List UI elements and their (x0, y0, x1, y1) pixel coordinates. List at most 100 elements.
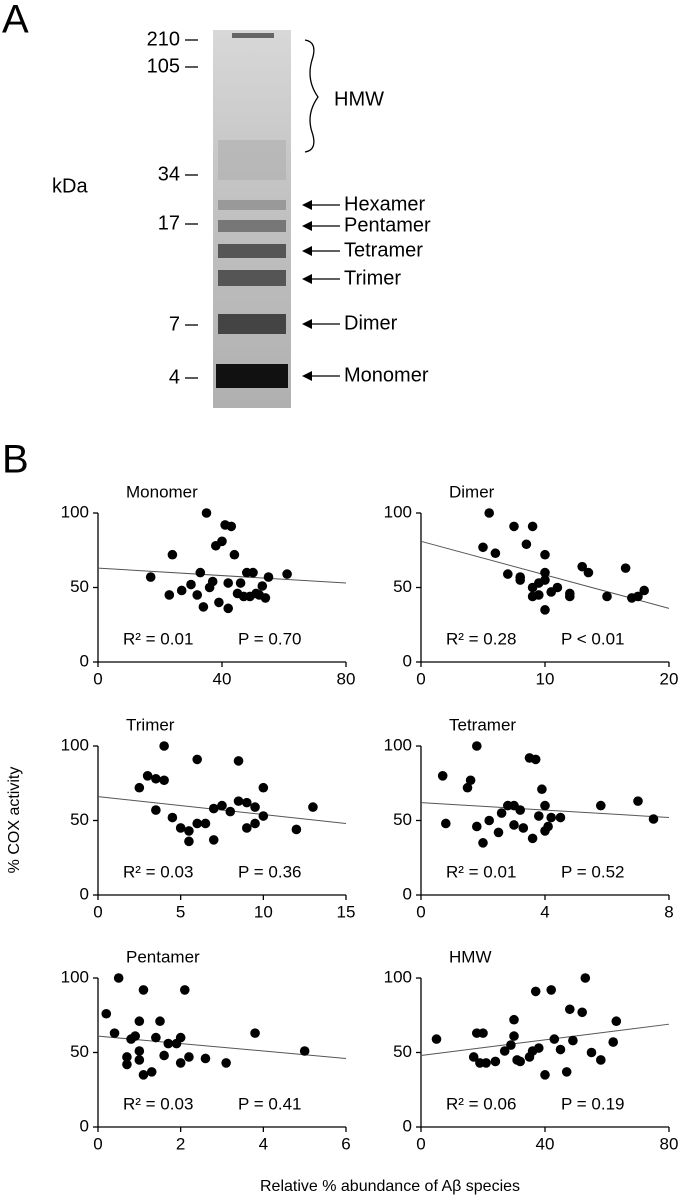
x-tick-label: 0 (416, 1134, 425, 1153)
marker-label: 7 (169, 313, 180, 335)
point (192, 754, 202, 765)
point (540, 605, 550, 615)
x-tick-label: 0 (93, 902, 102, 921)
band-label: Pentamer (344, 214, 431, 236)
y-tick-label: 50 (393, 810, 412, 829)
marker-label: 4 (169, 366, 180, 388)
marker-label: 105 (147, 55, 180, 77)
point (217, 536, 227, 547)
point (546, 985, 556, 995)
band-label: Hexamer (344, 193, 425, 215)
y-tick-label: 100 (384, 735, 412, 754)
chart-title: Tetramer (449, 715, 516, 734)
point (226, 521, 237, 532)
point (481, 1058, 491, 1068)
arrow-head (302, 319, 312, 329)
point (620, 563, 631, 573)
point (509, 1031, 519, 1041)
point (490, 548, 501, 559)
point (151, 1032, 161, 1043)
point (138, 1070, 149, 1080)
point (496, 808, 507, 818)
point (122, 1059, 132, 1070)
point (214, 597, 224, 608)
point (134, 782, 145, 793)
point (207, 576, 218, 587)
x-tick-label: 0 (416, 902, 425, 921)
point (633, 591, 643, 602)
y-tick-label: 50 (70, 1042, 89, 1061)
point (263, 572, 274, 582)
stat-r2: R² = 0.03 (123, 862, 193, 881)
point (233, 756, 244, 766)
point (200, 1053, 211, 1064)
point (233, 796, 244, 806)
point (540, 549, 550, 560)
stat-p: P = 0.19 (561, 1094, 625, 1113)
x-tick-label: 10 (536, 669, 555, 688)
point (468, 1052, 479, 1062)
point (221, 1058, 231, 1068)
point (527, 521, 538, 532)
point (242, 823, 252, 833)
point (134, 1046, 145, 1056)
point (184, 826, 194, 836)
point (521, 539, 532, 550)
point (537, 784, 547, 795)
band-label: Dimer (344, 312, 398, 334)
point (242, 797, 252, 808)
point (299, 1046, 310, 1056)
point (639, 585, 649, 596)
point (159, 741, 169, 751)
y-tick-label: 100 (61, 967, 89, 986)
marker-label: 17 (158, 212, 180, 234)
point (200, 818, 211, 829)
point (555, 1044, 566, 1055)
point (543, 821, 553, 832)
point (540, 800, 550, 811)
point (134, 1016, 145, 1027)
y-tick-label: 0 (403, 1116, 412, 1135)
y-tick-label: 0 (80, 884, 89, 903)
point (462, 782, 473, 793)
point (509, 820, 519, 830)
point (223, 578, 233, 588)
stat-r2: R² = 0.03 (123, 1094, 193, 1113)
arrow-head (302, 221, 312, 231)
y-tick-label: 100 (61, 735, 89, 754)
point (308, 802, 318, 812)
point (217, 800, 227, 811)
point (493, 827, 504, 838)
brace (304, 39, 319, 153)
point (431, 1034, 442, 1044)
band-label: Tetramer (344, 239, 423, 261)
x-tick-label: 40 (213, 669, 232, 688)
x-tick-label: 15 (337, 902, 356, 921)
point (113, 973, 124, 983)
stat-p: P = 0.70 (238, 629, 302, 648)
point (540, 567, 550, 578)
point (195, 567, 206, 578)
point (229, 549, 240, 560)
point (515, 1056, 525, 1067)
point (608, 1037, 618, 1047)
x-tick-label: 5 (176, 902, 185, 921)
marker-label: 210 (147, 28, 180, 50)
point (257, 581, 268, 591)
point (223, 603, 233, 614)
point (565, 588, 575, 599)
y-tick-label: 100 (384, 502, 412, 521)
y-tick-label: 50 (70, 810, 89, 829)
chart-title: Trimer (126, 715, 175, 734)
point (180, 985, 190, 995)
point (159, 775, 169, 786)
chart-title: Pentamer (126, 947, 200, 966)
y-tick-label: 50 (393, 1042, 412, 1061)
stat-p: P = 0.36 (238, 862, 302, 881)
x-tick-label: 10 (254, 902, 273, 921)
point (611, 1016, 622, 1027)
marker-label: 34 (158, 163, 180, 185)
point (151, 805, 161, 815)
stat-r2: R² = 0.06 (446, 1094, 516, 1113)
